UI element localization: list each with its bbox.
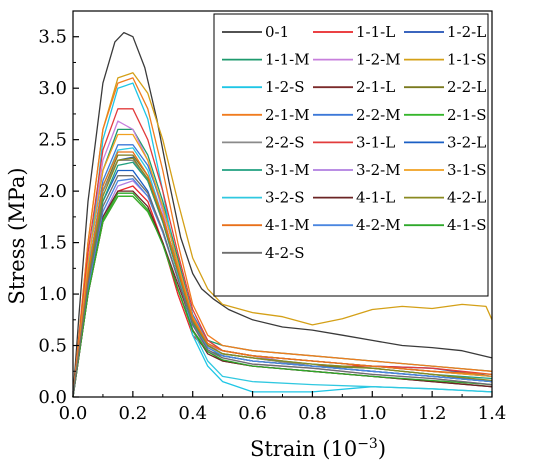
series-line-1-1-S [72, 72, 493, 398]
x-axis-title-exponent: −3 [357, 436, 378, 452]
legend-label-3-2-M: 3-2-M [356, 161, 401, 179]
legend-label-4-1-S: 4-1-S [447, 216, 487, 234]
legend-label-3-1-S: 3-1-S [447, 161, 487, 179]
y-tick-label: 2.0 [38, 181, 67, 202]
legend-label-1-2-M: 1-2-M [356, 51, 401, 69]
legend-label-3-1-M: 3-1-M [265, 161, 310, 179]
x-tick-label: 0.4 [178, 403, 207, 424]
series-line-4-1-S [72, 192, 493, 398]
series-layer [72, 31, 493, 398]
legend-label-1-2-L: 1-2-L [447, 23, 486, 41]
legend-label-4-1-M: 4-1-M [265, 216, 310, 234]
legend-label-4-2-S: 4-2-S [265, 244, 305, 262]
legend-label-2-1-L: 2-1-L [356, 78, 395, 96]
legend-label-2-2-L: 2-2-L [447, 78, 486, 96]
x-tick-label: 0.8 [298, 403, 327, 424]
legend-label-2-2-M: 2-2-M [356, 106, 401, 124]
series-line-4-1-M [72, 151, 493, 398]
x-axis-title: Strain (10−3) [250, 436, 386, 461]
series-line-2-1-M [72, 77, 493, 398]
legend-label-2-2-S: 2-2-S [265, 133, 305, 151]
x-tick-label: 0.0 [59, 403, 88, 424]
series-line-0-1 [72, 31, 493, 398]
legend-label-3-1-L: 3-1-L [356, 133, 395, 151]
legend-label-2-1-S: 2-1-S [447, 106, 487, 124]
x-tick-label: 0.6 [238, 403, 267, 424]
legend-label-3-2-L: 3-2-L [447, 133, 486, 151]
legend-label-1-2-S: 1-2-S [265, 78, 305, 96]
y-tick-label: 1.5 [38, 233, 67, 254]
legend-label-1-1-M: 1-1-M [265, 51, 310, 69]
x-tick-label: 1.0 [358, 403, 387, 424]
y-axis-title: Stress (MPa) [5, 167, 29, 304]
legend-label-4-2-L: 4-2-L [447, 189, 486, 207]
y-tick-label: 0.5 [38, 336, 67, 357]
series-line-4-2-S [72, 175, 493, 398]
x-tick-label: 1.4 [478, 403, 507, 424]
y-tick-label: 0.0 [38, 387, 67, 408]
x-tick-label: 0.2 [119, 403, 148, 424]
x-axis-title-tail: ) [378, 437, 386, 461]
y-tick-label: 1.0 [38, 284, 67, 305]
x-tick-label: 1.2 [418, 403, 447, 424]
legend: 0-1 1-1-L 1-2-L 1-1-M 1-2-M 1-1-S 1-2-S 2-1-L 2-… [213, 13, 489, 297]
y-tick-label: 3.5 [38, 27, 67, 48]
legend-label-0-1: 0-1 [265, 23, 289, 41]
x-axis-title-main: Strain (10 [250, 437, 357, 461]
axes-layer: 0.0 0.2 0.4 0.6 0.8 1.0 1.2 1.4 0.0 0.5 1.0 1.5 2.0 2… [38, 10, 507, 424]
legend-label-3-2-S: 3-2-S [265, 189, 305, 207]
legend-label-4-2-M: 4-2-M [356, 216, 401, 234]
legend-box [213, 13, 489, 297]
y-tick-label: 3.0 [38, 78, 67, 99]
legend-label-4-1-L: 4-1-L [356, 189, 395, 207]
legend-label-2-1-M: 2-1-M [265, 106, 310, 124]
y-tick-label: 2.5 [38, 130, 67, 151]
legend-label-1-1-S: 1-1-S [447, 51, 487, 69]
series-line-4-2-L [72, 157, 493, 398]
legend-label-1-1-L: 1-1-L [356, 23, 395, 41]
